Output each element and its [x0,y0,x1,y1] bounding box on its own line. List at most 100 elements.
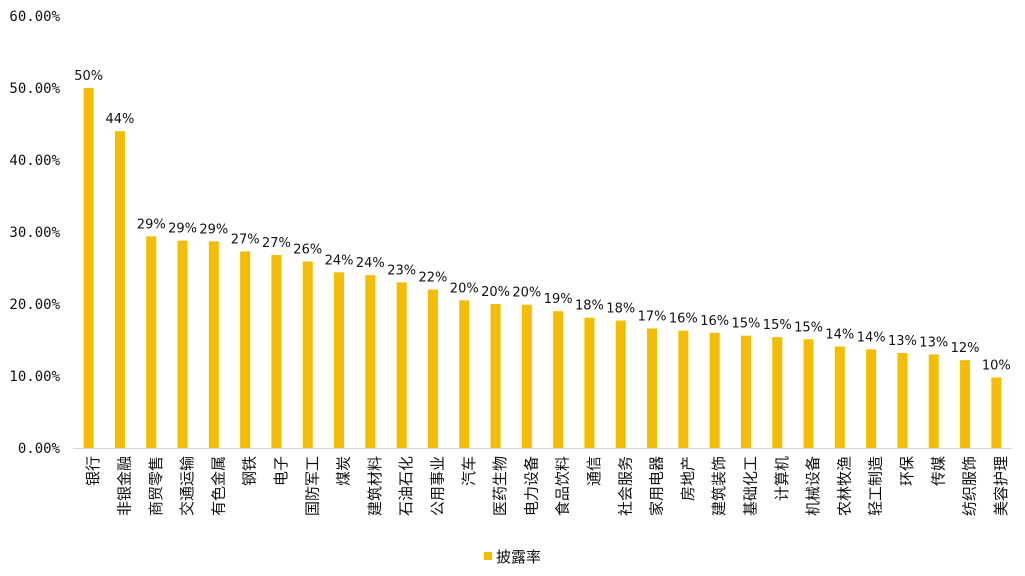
bar [365,275,376,448]
x-tick-label: 传媒 [929,456,947,486]
data-label: 15% [763,318,792,333]
bar [678,330,689,448]
data-label: 12% [951,341,980,356]
data-label: 18% [606,302,635,317]
bar [396,282,407,448]
bar [271,255,282,448]
x-tick-label: 石油石化 [397,456,415,516]
data-label: 44% [105,112,134,127]
data-labels: 50%44%29% 29% 29%27% 27% 26%24% 24% 23% 22%20% 2… [74,69,1011,373]
data-label: 20% [450,281,479,296]
x-tick-label: 医药生物 [491,456,509,516]
bar [584,317,595,448]
bar [208,241,219,448]
data-label: 27% [262,236,291,251]
bar [709,332,720,448]
data-label: 13% [919,335,948,350]
bar [83,88,94,448]
data-label: 10% [982,358,1011,373]
y-tick-label: 40.00% [9,153,60,169]
bars [83,88,1002,448]
x-tick-label: 国防军工 [303,456,321,516]
x-tick-label: 机械设备 [804,456,822,516]
bar [866,349,877,448]
data-label: 16% [700,314,729,329]
x-tick-label: 家用电器 [648,456,666,516]
data-label: 29% [168,222,197,237]
data-label: 20% [512,286,541,301]
bar [740,335,751,448]
data-label: 15% [731,317,760,332]
x-tick-label: 环保 [898,456,916,486]
bar [772,337,783,448]
x-tick-label: 房地产 [679,456,697,501]
x-tick-label: 非银金融 [115,456,133,516]
y-tick-label: 0.00% [18,441,61,457]
y-tick-label: 60.00% [9,9,60,25]
data-label: 23% [387,263,416,278]
bar [960,360,971,448]
legend: 披露率 [484,548,541,566]
bar [334,272,345,448]
x-tick-label: 建筑装饰 [710,456,728,516]
bar [240,251,251,448]
bar [928,354,939,448]
y-axis: 0.00% 10.00% 20.00% 30.00% 40.00% 50.00% 60.00… [9,9,60,457]
y-tick-label: 50.00% [9,81,60,97]
x-tick-label: 银行 [84,456,102,486]
x-tick-label: 商贸零售 [147,456,165,516]
bar [459,300,470,448]
bar [114,131,125,448]
data-label: 18% [575,299,604,314]
data-label: 19% [544,292,573,307]
data-label: 14% [857,330,886,345]
x-axis-labels: 银行 非银金融 商贸零售 交通运输 有色金属 钢铁 电子 国防军工 煤炭 建筑材料 石油石化 公用事业… [84,456,1010,516]
bar [615,320,626,448]
data-label: 16% [669,312,698,327]
x-tick-label: 纺织服饰 [961,456,979,516]
data-label: 24% [325,253,354,268]
bar [177,240,188,448]
x-tick-label: 交通运输 [178,456,196,516]
data-label: 15% [794,320,823,335]
x-tick-label: 基础化工 [741,456,759,516]
data-label: 24% [356,256,385,271]
bar [647,328,658,448]
bar [146,236,157,448]
data-label: 26% [293,243,322,258]
data-label: 17% [638,309,667,324]
y-tick-label: 30.00% [9,225,60,241]
data-label: 50% [74,69,103,84]
bar [521,304,532,448]
data-label: 13% [888,334,917,349]
data-label: 29% [137,217,166,232]
bar [490,304,501,448]
x-tick-label: 农林牧渔 [835,456,853,516]
data-label: 27% [231,232,260,247]
x-tick-label: 美容护理 [992,456,1010,516]
y-tick-label: 10.00% [9,369,60,385]
x-tick-label: 通信 [585,456,603,486]
legend-swatch [484,552,492,560]
data-label: 20% [481,285,510,300]
x-tick-label: 煤炭 [335,456,353,486]
x-tick-label: 电力设备 [522,456,540,516]
bar [803,339,814,448]
x-tick-label: 计算机 [773,456,791,501]
x-tick-label: 电子 [272,456,290,486]
x-tick-label: 轻工制造 [867,456,885,516]
x-tick-label: 钢铁 [241,456,259,486]
x-tick-label: 汽车 [460,456,478,486]
x-tick-label: 公用事业 [428,456,446,516]
x-tick-label: 社会服务 [616,456,634,516]
data-label: 14% [825,327,854,342]
bar [302,261,313,448]
bar [834,346,845,448]
data-label: 29% [199,222,228,237]
bar [897,352,908,448]
x-tick-label: 建筑材料 [366,456,384,516]
bar [553,311,564,448]
bar [427,289,438,448]
y-tick-label: 20.00% [9,297,60,313]
